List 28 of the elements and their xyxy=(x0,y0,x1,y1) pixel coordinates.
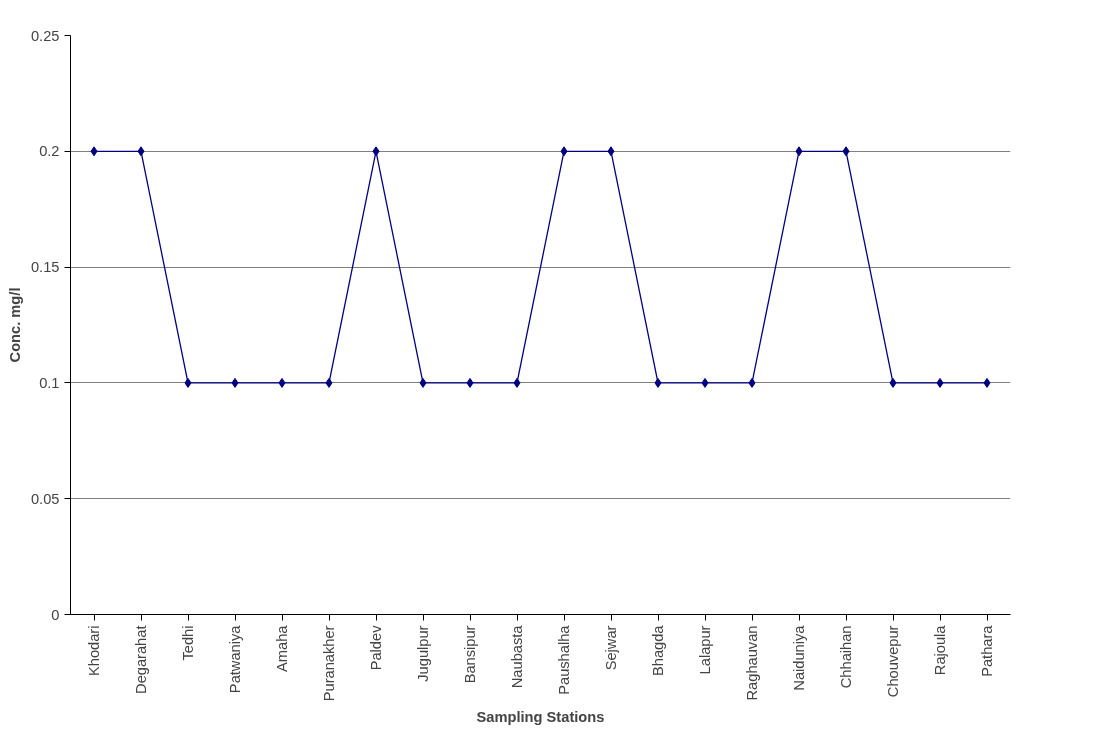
x-tick-label: Tedhi xyxy=(180,625,196,661)
y-tick-label: 0.1 xyxy=(39,374,60,391)
x-tick-label: Rajoula xyxy=(932,624,948,676)
x-tick-label: Naiduniya xyxy=(791,624,807,691)
x-tick-label: Chhaihan xyxy=(838,625,854,689)
x-tick-label: Jugulpur xyxy=(415,625,431,682)
x-tick-label: Bhagda xyxy=(650,624,666,677)
y-tick-label: 0.25 xyxy=(30,27,60,44)
x-tick-label: Puranakher xyxy=(321,625,337,702)
y-tick-label: 0 xyxy=(51,606,60,623)
x-tick-label: Paldev xyxy=(368,624,384,671)
x-axis-title: Sampling Stations xyxy=(476,709,605,726)
x-tick-label: Pathara xyxy=(979,624,995,677)
x-tick-label: Lalapur xyxy=(697,625,713,675)
x-tick-label: Raghauvan xyxy=(744,625,760,701)
x-tick-label: Patwaniya xyxy=(227,624,243,694)
x-tick-label: Degarahat xyxy=(133,625,149,694)
x-tick-label: Sejwar xyxy=(603,625,619,671)
x-tick-label: Khodari xyxy=(86,625,102,677)
x-tick-label: Paushalha xyxy=(556,624,572,695)
x-tick-label: Chouvepur xyxy=(885,625,901,698)
x-tick-label: Amaha xyxy=(274,624,290,672)
y-tick-label: 0.15 xyxy=(30,259,60,276)
y-tick-label: 0.05 xyxy=(30,490,60,507)
y-tick-label: 0.2 xyxy=(39,143,60,160)
x-tick-label: Bansipur xyxy=(462,625,478,684)
y-axis-title: Conc. mg/l xyxy=(6,287,23,363)
x-tick-label: Naubasta xyxy=(509,624,525,689)
